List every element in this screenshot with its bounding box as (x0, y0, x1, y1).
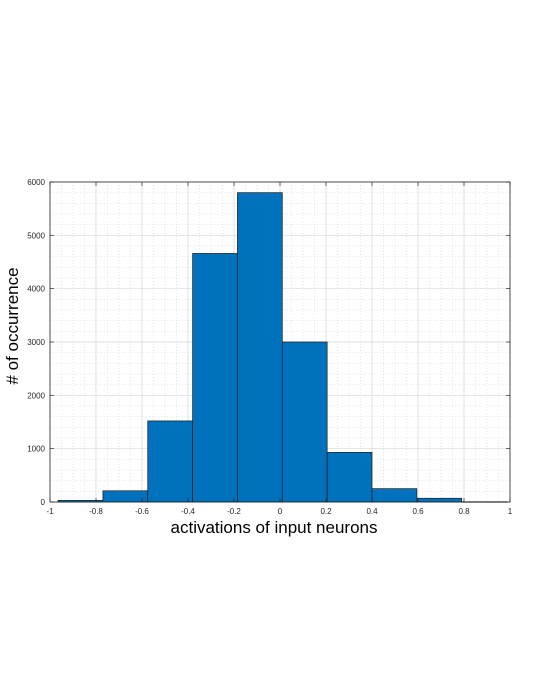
x-tick-label: 0.8 (458, 507, 470, 516)
x-tick-label: -0.4 (181, 507, 195, 516)
x-axis-label: activations of input neurons (171, 518, 378, 537)
y-tick-label: 0 (41, 498, 46, 507)
x-tick-label: 0.6 (412, 507, 424, 516)
axis-ticks (49, 181, 511, 503)
x-tick-label: -0.8 (89, 507, 103, 516)
y-axis-label: # of occurrence (3, 267, 22, 384)
x-tick-label: -0.6 (135, 507, 149, 516)
histogram-bar (416, 497, 463, 503)
y-tick-label: 4000 (27, 285, 45, 294)
x-tick-label: 1 (508, 507, 513, 516)
bars (57, 192, 507, 503)
x-tick-label: 0.2 (320, 507, 332, 516)
y-tick-label: 5000 (27, 231, 45, 240)
y-tick-label: 1000 (27, 445, 45, 454)
histogram-bar (326, 452, 373, 503)
x-tick-label: -0.2 (227, 507, 241, 516)
histogram-bar (192, 253, 238, 503)
y-tick-labels: 0 1000 2000 3000 4000 5000 6000 (27, 178, 45, 507)
histogram-bar (371, 488, 418, 503)
histogram-bar (147, 420, 193, 503)
y-tick-label: 6000 (27, 178, 45, 187)
x-tick-labels: -1 -0.8 -0.6 -0.4 -0.2 0 0.2 0.4 0.6 0.8 1 (46, 507, 512, 516)
y-tick-label: 2000 (27, 391, 45, 400)
x-tick-label: 0 (278, 507, 283, 516)
histogram-bar (281, 341, 328, 503)
histogram-bar (102, 490, 149, 503)
x-tick-label: -1 (46, 507, 54, 516)
x-tick-label: 0.4 (366, 507, 378, 516)
histogram-bar (237, 192, 283, 503)
y-tick-label: 3000 (27, 338, 45, 347)
